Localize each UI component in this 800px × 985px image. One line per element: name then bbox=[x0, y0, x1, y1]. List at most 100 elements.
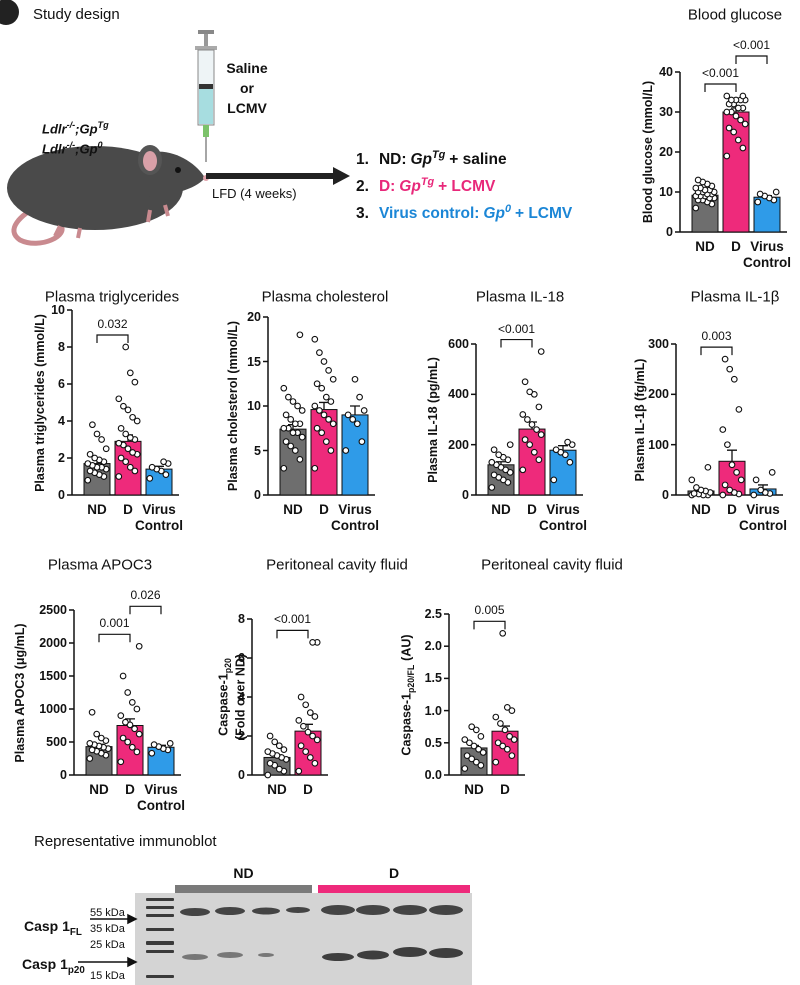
data-point bbox=[124, 738, 132, 746]
data-point bbox=[360, 407, 368, 414]
data-point bbox=[122, 343, 130, 351]
data-point bbox=[296, 456, 304, 463]
data-point bbox=[289, 398, 297, 405]
y-axis-label-text: Plasma IL-18 (pg/mL) bbox=[425, 356, 440, 483]
data-point bbox=[133, 705, 141, 713]
data-point bbox=[752, 476, 760, 484]
data-point bbox=[719, 491, 727, 499]
data-point bbox=[316, 349, 323, 356]
data-point bbox=[298, 407, 306, 414]
data-point bbox=[704, 463, 712, 471]
data-point bbox=[725, 124, 733, 132]
group-gene: Gp bbox=[410, 151, 433, 169]
band-label: Casp 1FL bbox=[24, 918, 82, 938]
data-point bbox=[521, 436, 529, 443]
data-point bbox=[329, 420, 337, 428]
data-point bbox=[327, 447, 335, 454]
y-tick-label: 0 bbox=[60, 767, 67, 782]
comparison-label: <0.001 bbox=[273, 612, 312, 627]
x-tick-label: D bbox=[731, 239, 741, 254]
x-tick-label: D bbox=[319, 502, 329, 517]
y-tick-label: 400 bbox=[448, 387, 469, 402]
group-treatment: + LCMV bbox=[514, 205, 573, 223]
data-point bbox=[497, 720, 504, 727]
y-tick-label: 6 bbox=[238, 650, 245, 665]
y-axis-label-sub: p20 bbox=[223, 658, 234, 674]
data-point bbox=[280, 746, 288, 754]
data-point bbox=[506, 733, 513, 740]
chart-title: Plasma APOC3 bbox=[47, 556, 153, 574]
data-point bbox=[488, 458, 496, 466]
data-point bbox=[297, 742, 305, 750]
group-label: ND: bbox=[378, 151, 407, 169]
data-point bbox=[524, 416, 531, 423]
data-point bbox=[344, 411, 352, 419]
comparison-bracket bbox=[735, 55, 768, 64]
data-point bbox=[472, 726, 480, 734]
data-point bbox=[131, 725, 138, 733]
data-point bbox=[146, 475, 154, 482]
data-point bbox=[84, 460, 92, 467]
data-point bbox=[131, 378, 139, 386]
data-point bbox=[309, 732, 316, 740]
x-tick-label: ND bbox=[283, 502, 303, 517]
data-point bbox=[470, 742, 478, 750]
x-tick-label: ND bbox=[491, 502, 511, 517]
data-point bbox=[86, 450, 94, 458]
data-point bbox=[133, 748, 141, 756]
data-point bbox=[356, 393, 363, 401]
marker-label: 25 kDa bbox=[90, 939, 125, 951]
chart-title: Plasma triglycerides bbox=[44, 288, 180, 306]
x-tick-label: ND bbox=[87, 502, 107, 517]
data-point bbox=[732, 112, 740, 120]
y-axis-label: Plasma IL-18 (pg/mL) bbox=[426, 357, 440, 483]
data-point bbox=[721, 481, 729, 489]
group-gene-sup: Tg bbox=[432, 149, 446, 161]
data-point bbox=[737, 476, 745, 484]
comparison-label: 0.032 bbox=[97, 317, 128, 332]
data-point bbox=[530, 448, 538, 456]
data-point bbox=[564, 438, 571, 446]
data-point bbox=[318, 384, 326, 392]
x-tick-label: ND bbox=[691, 502, 711, 517]
data-point bbox=[294, 402, 301, 410]
data-point bbox=[122, 430, 130, 438]
data-point bbox=[688, 476, 696, 484]
data-point bbox=[302, 748, 310, 755]
data-point bbox=[86, 739, 94, 747]
data-point bbox=[501, 726, 509, 734]
y-tick-label: 2500 bbox=[39, 602, 67, 617]
data-point bbox=[463, 752, 471, 760]
timeline-arrow bbox=[206, 167, 350, 185]
data-point bbox=[772, 188, 780, 196]
comparison-label: 0.026 bbox=[130, 588, 161, 603]
y-axis-label-text: Plasma cholesterol (mmol/L) bbox=[225, 320, 240, 492]
data-point bbox=[291, 420, 299, 428]
data-point bbox=[282, 411, 290, 419]
comparison-label: <0.001 bbox=[497, 321, 536, 336]
group-label: ND bbox=[233, 864, 254, 881]
data-point bbox=[726, 486, 734, 494]
y-tick-label: 6 bbox=[58, 376, 65, 391]
data-point bbox=[550, 476, 558, 484]
data-point bbox=[492, 713, 500, 721]
x-tick-label: D bbox=[123, 502, 133, 517]
data-point bbox=[124, 689, 132, 696]
data-point bbox=[311, 402, 319, 410]
group-number: 3. bbox=[356, 205, 369, 223]
group-item: 3. Virus control: Gp0 + LCMV bbox=[356, 198, 572, 225]
data-point bbox=[730, 128, 738, 136]
y-tick-label: 1500 bbox=[39, 668, 67, 683]
data-point bbox=[461, 736, 469, 743]
data-point bbox=[311, 713, 319, 720]
data-point bbox=[690, 490, 698, 497]
data-point bbox=[124, 445, 132, 453]
x-tick-label: Virus Control bbox=[539, 502, 587, 533]
data-point bbox=[295, 717, 303, 724]
data-point bbox=[719, 426, 727, 433]
data-point bbox=[552, 446, 560, 454]
data-point bbox=[733, 469, 740, 476]
comparison-bracket bbox=[96, 334, 129, 343]
data-point bbox=[266, 732, 274, 740]
data-point bbox=[135, 642, 143, 650]
